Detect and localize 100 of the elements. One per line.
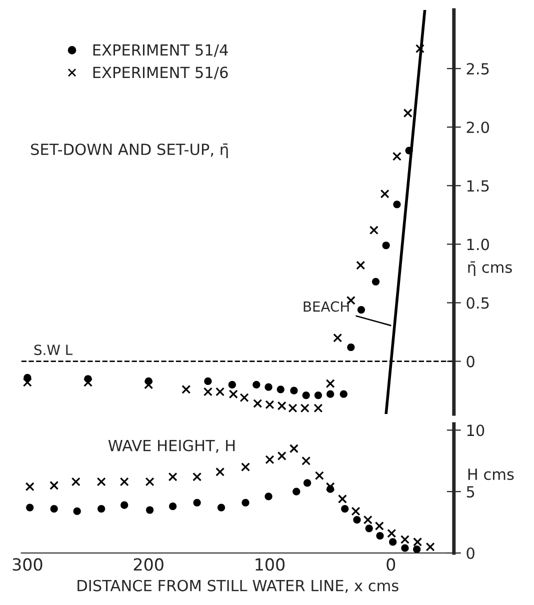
point [389,538,397,546]
point [277,401,286,410]
point [314,404,323,413]
point [403,108,412,118]
point [289,444,298,454]
point [357,306,366,314]
point [264,492,272,500]
point [96,477,106,486]
point [240,393,249,402]
x-axis-title: DISTANCE FROM STILL WATER LINE, x cms [78,580,398,593]
point [204,377,212,386]
x-tick-label: 0 [386,558,396,571]
point [50,504,58,513]
point [168,472,178,482]
point [376,532,384,540]
point [288,404,298,413]
point [353,516,361,524]
point [228,380,236,389]
point [341,504,349,513]
point [400,534,410,544]
point [25,482,34,492]
point [314,471,324,480]
point [182,384,191,394]
point [382,242,390,250]
point [265,400,274,410]
y-tick-label: 2.5 [466,63,489,75]
legend-label: EXPERIMENT 51/4 [93,44,228,57]
point [50,480,59,490]
annotation: BEACH [304,301,349,312]
point [146,506,154,514]
annotation: SET-DOWN AND SET-UP, η̄ [31,144,228,158]
point [120,477,129,486]
point [240,462,250,472]
point [374,521,384,530]
y-axis-title: H cms [468,468,514,480]
point [83,378,93,387]
point [401,544,409,552]
point [393,200,401,208]
point [145,477,154,486]
point [277,451,286,460]
x-tick-label: 200 [134,558,164,571]
point [264,383,272,391]
y-tick-label: 5 [466,486,474,498]
point [326,390,334,398]
ref-line-label: S.W L [34,344,73,356]
point [372,278,380,286]
y-tick-label: 0 [466,356,474,368]
x-tick-label: 300 [12,558,42,571]
point [22,378,32,387]
point [369,226,378,235]
point [347,343,355,352]
point [426,542,435,552]
point [26,504,34,512]
point [192,472,202,482]
point [303,479,312,487]
point [326,482,335,492]
point [365,524,373,532]
point [326,379,335,388]
point [363,515,372,524]
point [228,390,238,399]
y-tick-label: 10 [467,424,484,436]
point [216,467,225,476]
point [292,488,300,496]
point [120,501,128,509]
y-axis-title: η̄ cms [468,261,512,276]
point [216,387,225,396]
point [193,498,201,506]
point [253,398,262,408]
point [413,546,421,553]
x-tick-label: 100 [256,558,285,571]
annotation: WAVE HEIGHT, H [108,440,235,453]
point [144,380,154,390]
point [380,189,390,198]
legend-label: EXPERIMENT 51/6 [93,66,228,80]
point [338,494,347,504]
y-tick-label: 0 [466,547,474,560]
point [340,390,348,398]
point [265,455,274,464]
y-tick-label: 2.0 [466,122,489,134]
point [71,477,80,486]
y-tick-label: 0.5 [466,297,489,309]
point [314,391,322,400]
point [387,528,396,538]
point [415,44,424,54]
point [203,387,212,396]
point [242,498,250,506]
point [276,386,284,394]
point [169,502,177,510]
point [333,333,342,342]
point [302,456,311,466]
point [351,506,360,516]
y-tick-label: 1.5 [467,180,489,192]
point [217,504,226,512]
point [252,380,260,389]
point [300,404,310,413]
point [413,537,422,546]
point [356,260,366,270]
point [392,152,402,161]
y-tick-label: 1.0 [467,238,489,250]
point [98,504,106,513]
